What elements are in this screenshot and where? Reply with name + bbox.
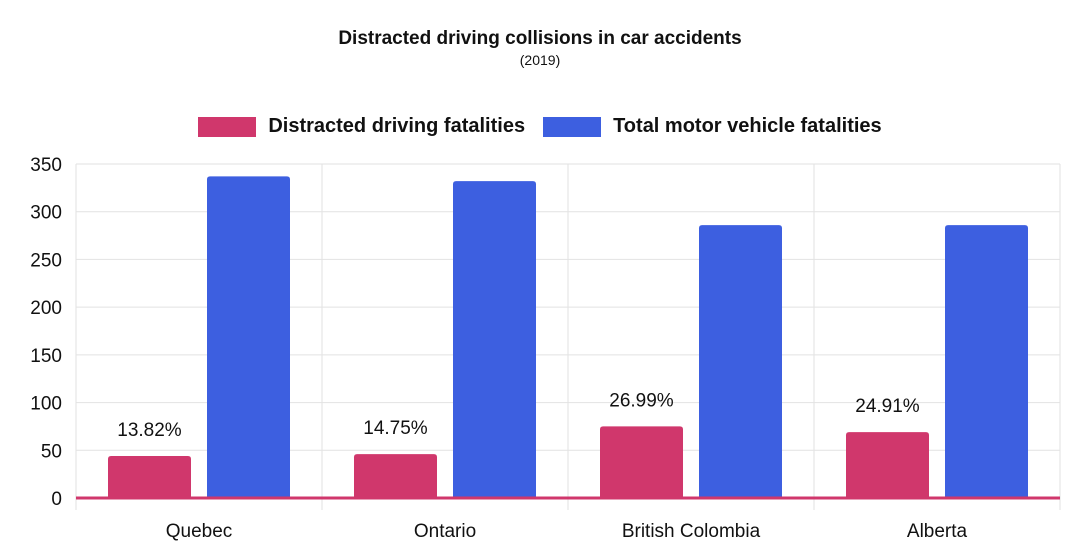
y-tick-label: 150 [30,346,62,367]
x-tick-label: Ontario [414,521,476,542]
data-label-percent: 26.99% [609,390,674,411]
x-tick-label: British Colombia [622,521,761,542]
chart-title: Distracted driving collisions in car acc… [338,28,742,49]
x-tick-label: Quebec [166,521,233,542]
y-tick-label: 0 [51,489,62,510]
chart-subtitle: (2019) [519,52,561,68]
legend-swatch-total [543,116,602,137]
bar-total [207,176,290,499]
bar-distracted [846,432,929,498]
y-tick-label: 300 [30,203,62,224]
legend-item-distracted: Distracted driving fatalities [198,115,525,138]
data-label-percent: 13.82% [117,420,182,441]
x-tick-label: Alberta [907,521,968,542]
bar-total [945,225,1028,498]
bar-distracted [354,454,437,498]
y-tick-label: 100 [30,394,62,415]
legend-swatch-distracted [198,116,257,137]
y-tick-label: 200 [30,298,62,319]
legend-label-distracted: Distracted driving fatalities [268,115,526,137]
bar-total [453,181,536,499]
bar-total [699,225,782,498]
data-label-percent: 14.75% [363,418,428,439]
chart-legend: Distracted driving fatalities Total moto… [0,115,1080,138]
y-tick-label: 250 [30,250,62,271]
legend-item-total: Total motor vehicle fatalities [543,115,882,138]
bar-distracted [108,456,191,498]
bar-distracted [600,426,683,498]
data-label-percent: 24.91% [855,396,920,417]
y-tick-label: 350 [30,155,62,176]
y-tick-label: 50 [41,441,62,462]
legend-label-total: Total motor vehicle fatalities [613,115,882,137]
